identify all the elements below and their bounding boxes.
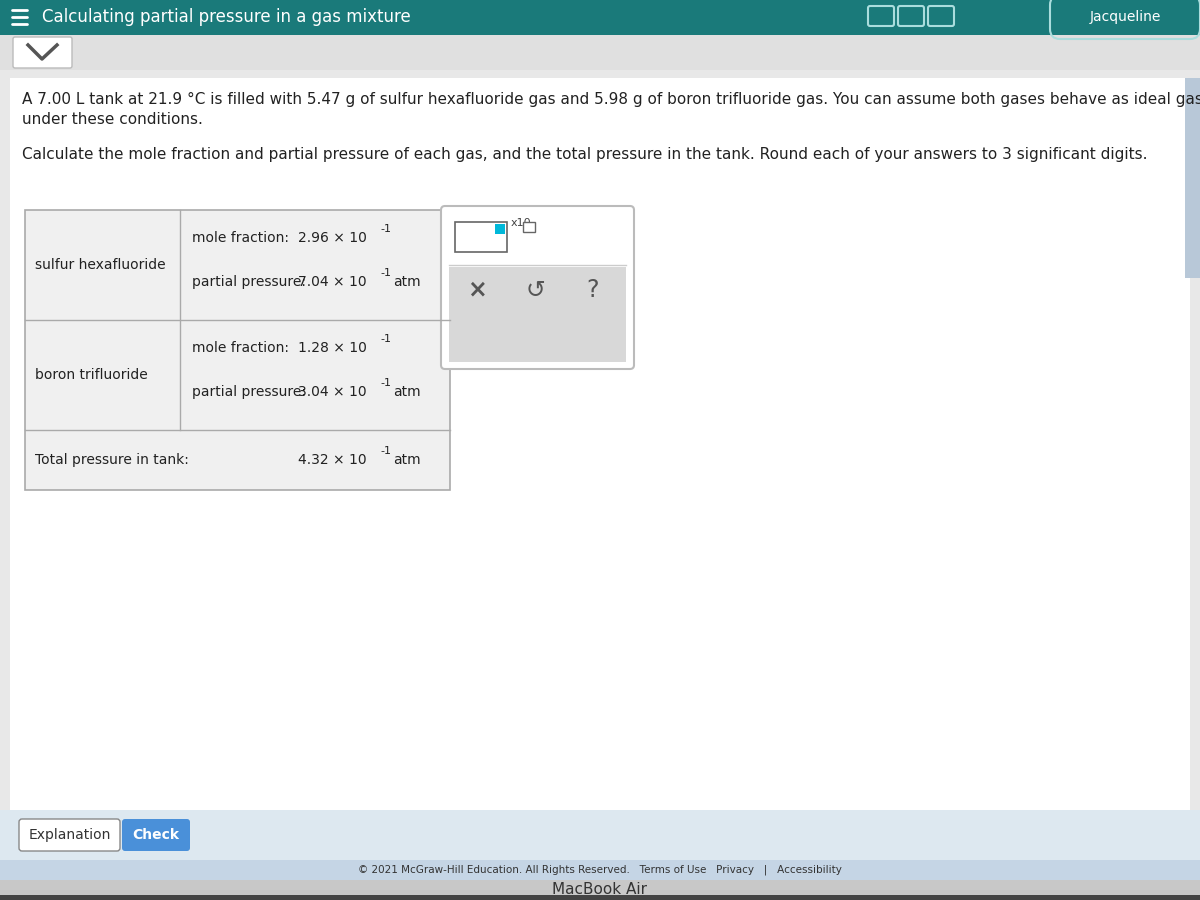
Text: -1: -1 bbox=[380, 224, 391, 234]
Text: Calculating partial pressure in a gas mixture: Calculating partial pressure in a gas mi… bbox=[42, 8, 410, 26]
Text: partial pressure:: partial pressure: bbox=[192, 385, 306, 399]
FancyBboxPatch shape bbox=[496, 224, 505, 234]
FancyBboxPatch shape bbox=[0, 880, 1200, 900]
Text: ?: ? bbox=[587, 278, 599, 302]
FancyBboxPatch shape bbox=[1186, 78, 1200, 278]
Text: 3.04 × 10: 3.04 × 10 bbox=[298, 385, 367, 399]
FancyBboxPatch shape bbox=[25, 210, 450, 490]
Text: Jacqueline: Jacqueline bbox=[1090, 10, 1160, 24]
Text: partial pressure:: partial pressure: bbox=[192, 275, 306, 289]
Text: 4.32 × 10: 4.32 × 10 bbox=[298, 453, 367, 467]
Text: 1.28 × 10: 1.28 × 10 bbox=[298, 341, 367, 355]
FancyBboxPatch shape bbox=[0, 860, 1200, 880]
Text: ↺: ↺ bbox=[526, 278, 545, 302]
Text: atm: atm bbox=[394, 385, 421, 399]
FancyBboxPatch shape bbox=[523, 222, 535, 232]
FancyBboxPatch shape bbox=[19, 819, 120, 851]
Text: under these conditions.: under these conditions. bbox=[22, 112, 203, 127]
Text: Calculate the mole fraction and partial pressure of each gas, and the total pres: Calculate the mole fraction and partial … bbox=[22, 147, 1147, 162]
Text: mole fraction:: mole fraction: bbox=[192, 231, 289, 245]
Text: MacBook Air: MacBook Air bbox=[552, 883, 648, 897]
FancyBboxPatch shape bbox=[10, 78, 1190, 810]
FancyBboxPatch shape bbox=[0, 35, 1200, 70]
Text: ×: × bbox=[467, 278, 487, 302]
FancyBboxPatch shape bbox=[0, 0, 1200, 35]
Text: -1: -1 bbox=[380, 334, 391, 344]
Text: mole fraction:: mole fraction: bbox=[192, 341, 289, 355]
FancyBboxPatch shape bbox=[0, 895, 1200, 900]
Text: Total pressure in tank:: Total pressure in tank: bbox=[35, 453, 188, 467]
FancyBboxPatch shape bbox=[449, 267, 626, 362]
Text: © 2021 McGraw-Hill Education. All Rights Reserved.   Terms of Use   Privacy   | : © 2021 McGraw-Hill Education. All Rights… bbox=[358, 865, 842, 875]
Text: A 7.00 L tank at 21.9 °C is filled with 5.47 g of sulfur hexafluoride gas and 5.: A 7.00 L tank at 21.9 °C is filled with … bbox=[22, 92, 1200, 107]
FancyBboxPatch shape bbox=[122, 819, 190, 851]
Text: Explanation: Explanation bbox=[29, 828, 110, 842]
FancyBboxPatch shape bbox=[13, 37, 72, 68]
Text: sulfur hexafluoride: sulfur hexafluoride bbox=[35, 258, 166, 272]
FancyBboxPatch shape bbox=[0, 810, 1200, 860]
FancyBboxPatch shape bbox=[0, 70, 1200, 810]
Text: 7.04 × 10: 7.04 × 10 bbox=[298, 275, 367, 289]
Text: Check: Check bbox=[132, 828, 180, 842]
Text: -1: -1 bbox=[380, 446, 391, 456]
Text: 2.96 × 10: 2.96 × 10 bbox=[298, 231, 367, 245]
Text: -1: -1 bbox=[380, 378, 391, 388]
Text: x10: x10 bbox=[511, 218, 532, 228]
FancyBboxPatch shape bbox=[442, 206, 634, 369]
Text: atm: atm bbox=[394, 275, 421, 289]
Text: atm: atm bbox=[394, 453, 421, 467]
Text: boron trifluoride: boron trifluoride bbox=[35, 368, 148, 382]
Text: -1: -1 bbox=[380, 268, 391, 278]
FancyBboxPatch shape bbox=[455, 222, 508, 252]
